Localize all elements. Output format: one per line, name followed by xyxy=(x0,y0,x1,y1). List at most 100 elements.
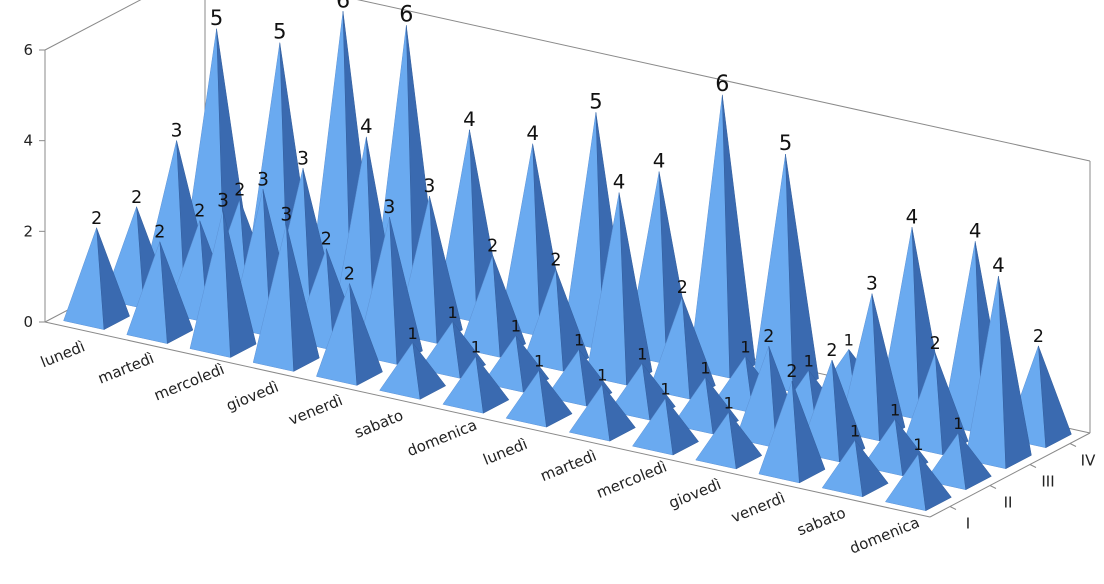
x-tick-label: mercoledì xyxy=(594,457,670,501)
data-label: 2 xyxy=(1033,327,1044,347)
pyramid-side-face xyxy=(958,432,992,491)
x-tick-label: lunedì xyxy=(38,337,87,371)
data-label: 2 xyxy=(826,341,837,361)
data-label: 2 xyxy=(234,181,245,201)
x-tick-label: sabato xyxy=(352,406,406,442)
pyramid-bar: 2 xyxy=(901,334,969,456)
data-label: 2 xyxy=(194,202,205,222)
data-label: 1 xyxy=(574,331,584,350)
data-label: 4 xyxy=(526,122,539,145)
pyramid-side-face xyxy=(854,439,889,498)
pyramid-side-face xyxy=(412,341,447,400)
pyramid-bar: 1 xyxy=(695,393,763,470)
pyramid-bar: 3 xyxy=(838,274,906,442)
data-label: 1 xyxy=(890,400,900,419)
axis-line xyxy=(356,0,1091,162)
data-label: 1 xyxy=(913,435,923,454)
axis-line xyxy=(44,0,142,51)
data-label: 1 xyxy=(660,379,670,398)
data-label: 4 xyxy=(463,108,476,131)
y-tick-label: 0 xyxy=(23,313,33,331)
depth-tick-mark xyxy=(1029,464,1037,468)
data-label: 3 xyxy=(257,169,269,190)
data-label: 1 xyxy=(844,330,854,349)
pyramid-bar: 1 xyxy=(505,352,573,428)
pyramid-bar: 2 xyxy=(63,209,130,330)
data-label: 1 xyxy=(408,324,418,343)
data-label: 1 xyxy=(448,303,458,322)
x-tick-label: domenica xyxy=(847,513,922,557)
data-label: 3 xyxy=(280,204,292,225)
x-tick-label: giovedì xyxy=(666,475,723,512)
data-label: 2 xyxy=(154,223,165,243)
data-label: 1 xyxy=(953,414,963,433)
pyramid-bar: 3 xyxy=(356,197,423,365)
x-tick-label: martedì xyxy=(95,349,156,388)
data-label: 5 xyxy=(589,89,602,113)
data-label: 1 xyxy=(724,393,734,412)
data-label: 1 xyxy=(804,351,814,370)
axis-line xyxy=(929,432,1091,518)
data-label: 6 xyxy=(399,1,413,27)
x-tick-label: giovedì xyxy=(224,378,281,415)
series-label: II xyxy=(1004,494,1013,512)
series-label: III xyxy=(1041,473,1054,491)
pyramid-bar: 1 xyxy=(632,379,699,456)
x-tick-label: venerdì xyxy=(729,489,788,527)
pyramid-side-face xyxy=(728,411,763,470)
pyramid-side-face xyxy=(96,227,130,330)
data-label: 4 xyxy=(992,254,1005,277)
y-tick-label: 2 xyxy=(23,222,33,240)
series-label: I xyxy=(966,515,970,533)
data-label: 5 xyxy=(779,131,792,155)
x-tick-label: sabato xyxy=(794,504,848,540)
data-label: 4 xyxy=(613,171,626,194)
data-label: 3 xyxy=(384,197,396,218)
pyramid-side-face xyxy=(159,241,194,344)
chart-bars: 5566445465144232343224211324223231111122… xyxy=(63,0,1072,512)
data-label: 2 xyxy=(91,209,102,229)
pyramid-side-face xyxy=(349,283,383,386)
data-label: 2 xyxy=(321,230,332,250)
pyramid-side-face xyxy=(601,383,636,442)
data-label: 4 xyxy=(969,219,982,242)
data-label: 3 xyxy=(217,190,229,211)
x-tick-label: domenica xyxy=(405,416,480,460)
data-label: 1 xyxy=(511,317,521,336)
pyramid-bar: 2 xyxy=(316,265,383,386)
pyramid-bar: 2 xyxy=(758,362,826,484)
pyramid-bar: 1 xyxy=(821,421,889,498)
pyramid-bar: 4 xyxy=(965,254,1032,470)
pyramid-side-face xyxy=(475,355,510,414)
data-label: 3 xyxy=(297,148,309,169)
pyramid-bar: 1 xyxy=(442,338,510,414)
pyramid-bar: 2 xyxy=(126,223,194,344)
data-label: 2 xyxy=(786,362,797,382)
x-tick-label: venerdì xyxy=(286,391,345,429)
pyramid-bar: 3 xyxy=(252,204,320,372)
pyramid-side-face xyxy=(998,276,1032,470)
pyramid-bar: 1 xyxy=(568,366,636,442)
pyramid-side-face xyxy=(286,224,320,372)
data-label: 1 xyxy=(850,421,860,440)
x-tick-label: mercoledì xyxy=(151,360,227,404)
data-label: 3 xyxy=(866,274,878,295)
data-label: 2 xyxy=(763,327,774,347)
data-label: 4 xyxy=(653,150,666,173)
data-label: 1 xyxy=(740,337,750,356)
pyramid-bar: 4 xyxy=(585,171,653,386)
data-label: 1 xyxy=(637,345,647,364)
pyramid-bar: 6 xyxy=(689,71,756,379)
y-tick-label: 6 xyxy=(23,41,33,59)
data-label: 1 xyxy=(700,358,710,377)
data-label: 2 xyxy=(344,265,355,285)
data-label: 6 xyxy=(715,71,729,97)
pyramid-bar: 1 xyxy=(884,435,952,512)
data-label: 2 xyxy=(930,334,941,354)
data-label: 5 xyxy=(210,6,223,30)
data-label: 4 xyxy=(360,115,373,138)
data-label: 2 xyxy=(487,236,498,256)
data-label: 2 xyxy=(677,278,688,298)
series-label: IV xyxy=(1081,452,1096,470)
